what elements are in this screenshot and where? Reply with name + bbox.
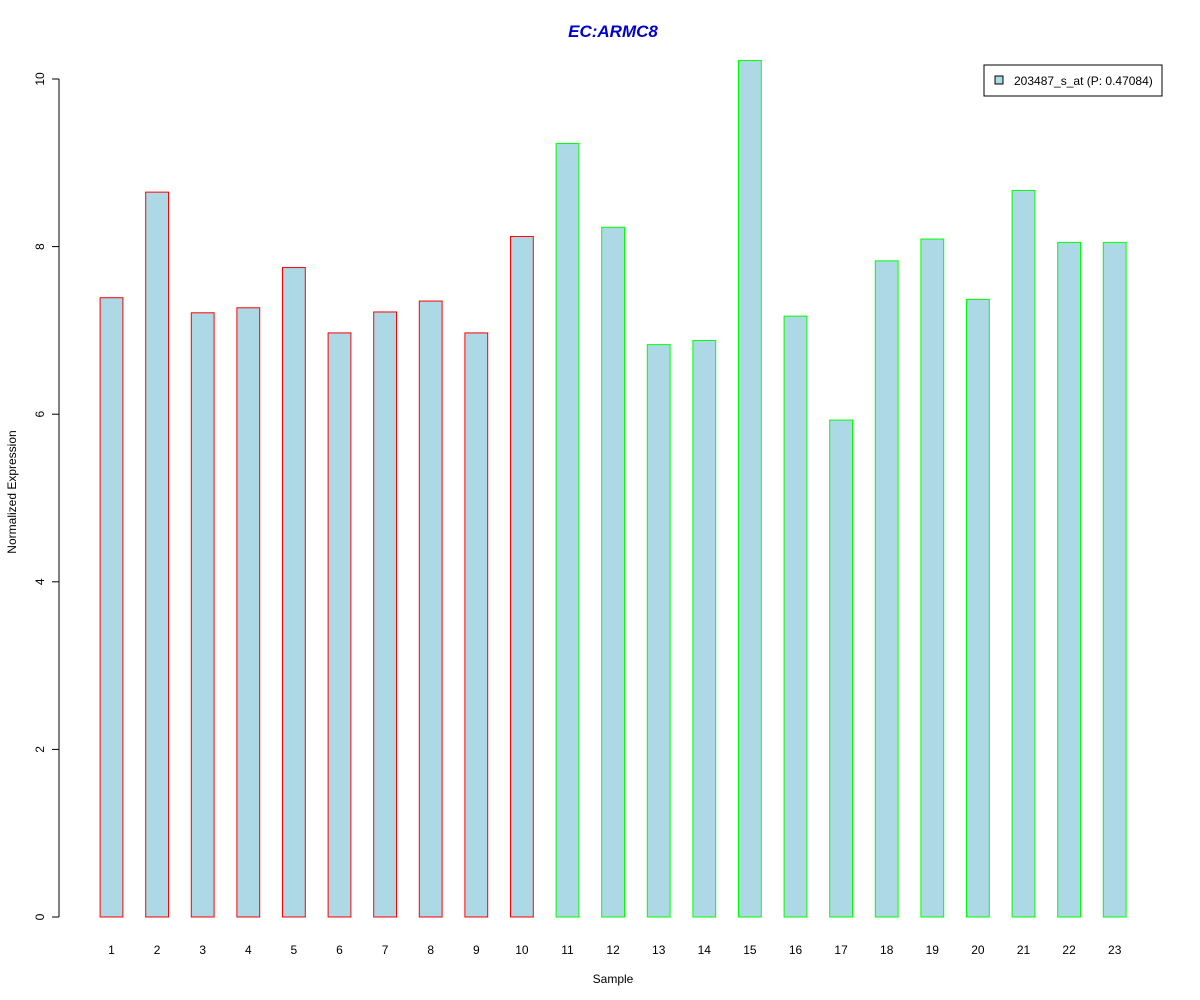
bar <box>646 344 671 918</box>
bar <box>920 238 945 918</box>
x-tick-label: 7 <box>382 943 389 957</box>
bar <box>327 332 352 918</box>
bar <box>966 298 990 918</box>
y-axis: 0 2 4 6 8 10 <box>33 72 60 920</box>
bar <box>418 300 443 918</box>
y-tick-label: 0 <box>33 913 47 920</box>
y-tick-label: 4 <box>33 578 47 585</box>
x-tick-label: 2 <box>154 943 161 957</box>
y-axis-label: Normalized Expression <box>5 430 19 553</box>
x-tick-label: 1 <box>108 943 115 957</box>
x-tick-label: 8 <box>427 943 434 957</box>
bar <box>874 260 899 918</box>
y-tick-label: 10 <box>33 72 47 86</box>
y-tick-label: 2 <box>33 746 47 753</box>
bar <box>236 307 261 918</box>
x-tick-label: 3 <box>199 943 206 957</box>
bar <box>1011 189 1036 918</box>
legend-swatch <box>994 75 1004 85</box>
x-tick-label: 20 <box>971 943 985 957</box>
y-tick-label: 6 <box>33 411 47 418</box>
x-tick-label: 9 <box>473 943 480 957</box>
x-tick-label: 19 <box>926 943 940 957</box>
bar <box>738 60 762 918</box>
bar <box>145 191 169 918</box>
x-tick-labels: 1 2 3 4 5 6 7 8 9 10 11 12 13 14 15 16 17 18 19 20 21 22 23 <box>108 943 1122 957</box>
x-tick-label: 14 <box>698 943 712 957</box>
bar <box>464 332 489 918</box>
bar <box>510 236 534 918</box>
x-tick-label: 15 <box>743 943 757 957</box>
x-axis-label: Sample <box>593 972 634 986</box>
legend-label: 203487_s_at (P: 0.47084) <box>1014 74 1153 88</box>
bar <box>1057 241 1081 918</box>
bar <box>692 339 717 918</box>
chart-title: EC:ARMC8 <box>568 22 658 41</box>
bar <box>282 267 306 918</box>
x-tick-label: 12 <box>606 943 620 957</box>
bar <box>99 297 124 918</box>
bar <box>373 311 398 918</box>
x-tick-label: 23 <box>1108 943 1122 957</box>
x-tick-label: 4 <box>245 943 252 957</box>
x-tick-label: 17 <box>834 943 848 957</box>
x-tick-label: 6 <box>336 943 343 957</box>
bar <box>555 143 580 918</box>
bar <box>783 315 808 918</box>
bar <box>190 312 215 918</box>
x-tick-label: 16 <box>789 943 803 957</box>
bar <box>829 419 854 918</box>
x-tick-label: 11 <box>561 943 574 957</box>
x-tick-label: 21 <box>1017 943 1031 957</box>
x-tick-label: 22 <box>1062 943 1076 957</box>
x-tick-label: 18 <box>880 943 894 957</box>
x-tick-label: 5 <box>291 943 298 957</box>
x-tick-label: 13 <box>652 943 666 957</box>
y-tick-label: 8 <box>33 243 47 250</box>
legend: 203487_s_at (P: 0.47084) <box>983 64 1163 97</box>
legend-box <box>983 64 1163 97</box>
bar <box>601 226 626 918</box>
x-tick-label: 10 <box>515 943 529 957</box>
bar <box>1102 241 1127 918</box>
bars <box>99 60 1127 918</box>
